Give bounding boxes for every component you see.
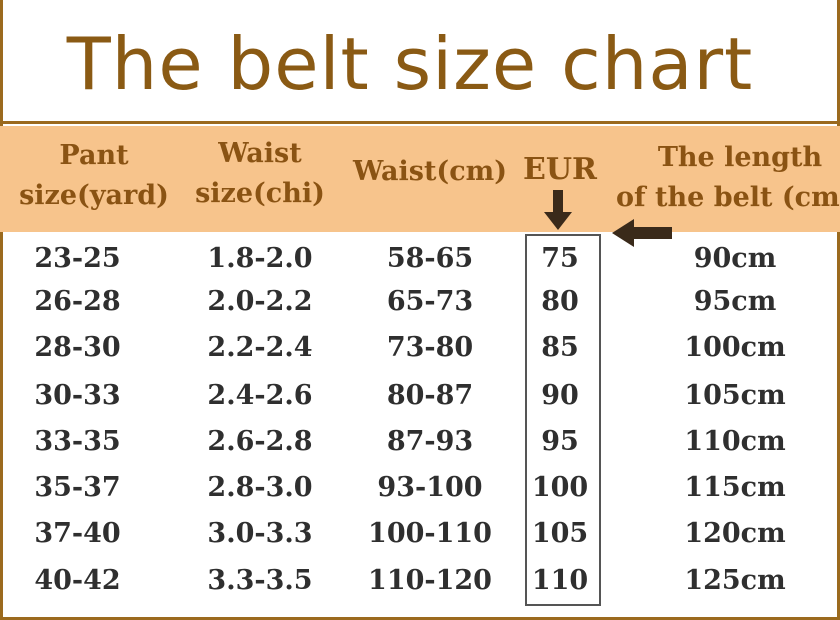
cell-waist-chi: 3.0-3.3 (207, 518, 313, 549)
eur-highlight-box (525, 234, 601, 606)
cell-waist-cm: 80-87 (386, 380, 474, 411)
cell-belt-length: 120cm (684, 518, 786, 549)
table-row: 26-28 2.0-2.2 65-73 80 95cm (0, 279, 840, 325)
cell-waist-chi: 2.4-2.6 (207, 380, 313, 411)
arrow-left-icon (612, 219, 672, 247)
cell-waist-chi: 1.8-2.0 (207, 243, 313, 274)
cell-waist-chi: 2.6-2.8 (207, 426, 313, 457)
cell-belt-length: 105cm (684, 380, 786, 411)
table-row: 33-35 2.6-2.8 87-93 95 110cm (0, 419, 840, 465)
header-waist-chi-line1: Waist (218, 138, 302, 169)
table-row: 40-42 3.3-3.5 110-120 110 125cm (0, 558, 840, 604)
table-row: 23-25 1.8-2.0 58-65 75 90cm (0, 236, 840, 282)
cell-eur: 95 (541, 426, 579, 457)
table-row: 28-30 2.2-2.4 73-80 85 100cm (0, 325, 840, 371)
cell-eur: 75 (541, 243, 579, 274)
cell-pant-size: 30-33 (34, 380, 121, 411)
cell-eur: 105 (531, 518, 589, 549)
cell-belt-length: 100cm (684, 332, 786, 363)
cell-waist-chi: 2.8-3.0 (207, 472, 313, 503)
cell-waist-cm: 110-120 (368, 565, 492, 596)
cell-belt-length: 125cm (684, 565, 786, 596)
table-row: 30-33 2.4-2.6 80-87 90 105cm (0, 373, 840, 419)
header-pant-line2: size(yard) (19, 180, 169, 211)
chart-title: The belt size chart (66, 22, 754, 106)
cell-belt-length: 90cm (693, 243, 777, 274)
cell-waist-cm: 58-65 (386, 243, 474, 274)
header-belt-length: The length of the belt (cm) (616, 138, 840, 218)
cell-waist-cm: 100-110 (368, 518, 492, 549)
header-waist-cm: Waist(cm) (353, 156, 507, 187)
cell-pant-size: 23-25 (34, 243, 121, 274)
cell-waist-chi: 2.2-2.4 (207, 332, 313, 363)
header-pant-size: Pant size(yard) (18, 136, 170, 216)
header-divider (0, 121, 840, 124)
cell-belt-length: 110cm (684, 426, 786, 457)
cell-belt-length: 95cm (693, 286, 777, 317)
header-eur: EUR (523, 152, 597, 187)
table-header: Pant size(yard) Waist size(chi) Waist(cm… (0, 126, 840, 232)
table-row: 37-40 3.0-3.3 100-110 105 120cm (0, 511, 840, 557)
cell-pant-size: 37-40 (34, 518, 121, 549)
cell-pant-size: 40-42 (34, 565, 121, 596)
cell-pant-size: 26-28 (34, 286, 121, 317)
cell-waist-cm: 87-93 (386, 426, 474, 457)
cell-eur: 80 (541, 286, 579, 317)
cell-eur: 90 (541, 380, 579, 411)
header-waist-chi: Waist size(chi) (190, 134, 330, 214)
arrow-down-icon (544, 190, 572, 230)
cell-eur: 110 (531, 565, 589, 596)
cell-eur: 85 (541, 332, 579, 363)
cell-waist-cm: 93-100 (377, 472, 483, 503)
table-row: 35-37 2.8-3.0 93-100 100 115cm (0, 465, 840, 511)
cell-pant-size: 35-37 (34, 472, 121, 503)
header-pant-line1: Pant (59, 140, 129, 171)
cell-waist-chi: 3.3-3.5 (207, 565, 313, 596)
cell-belt-length: 115cm (684, 472, 786, 503)
cell-waist-cm: 65-73 (386, 286, 474, 317)
cell-waist-chi: 2.0-2.2 (207, 286, 313, 317)
header-length-line1: The length (657, 142, 823, 173)
cell-pant-size: 33-35 (34, 426, 121, 457)
header-length-line2: of the belt (cm) (616, 182, 840, 213)
header-waist-chi-line2: size(chi) (195, 178, 325, 209)
cell-pant-size: 28-30 (34, 332, 121, 363)
cell-waist-cm: 73-80 (386, 332, 474, 363)
cell-eur: 100 (531, 472, 589, 503)
